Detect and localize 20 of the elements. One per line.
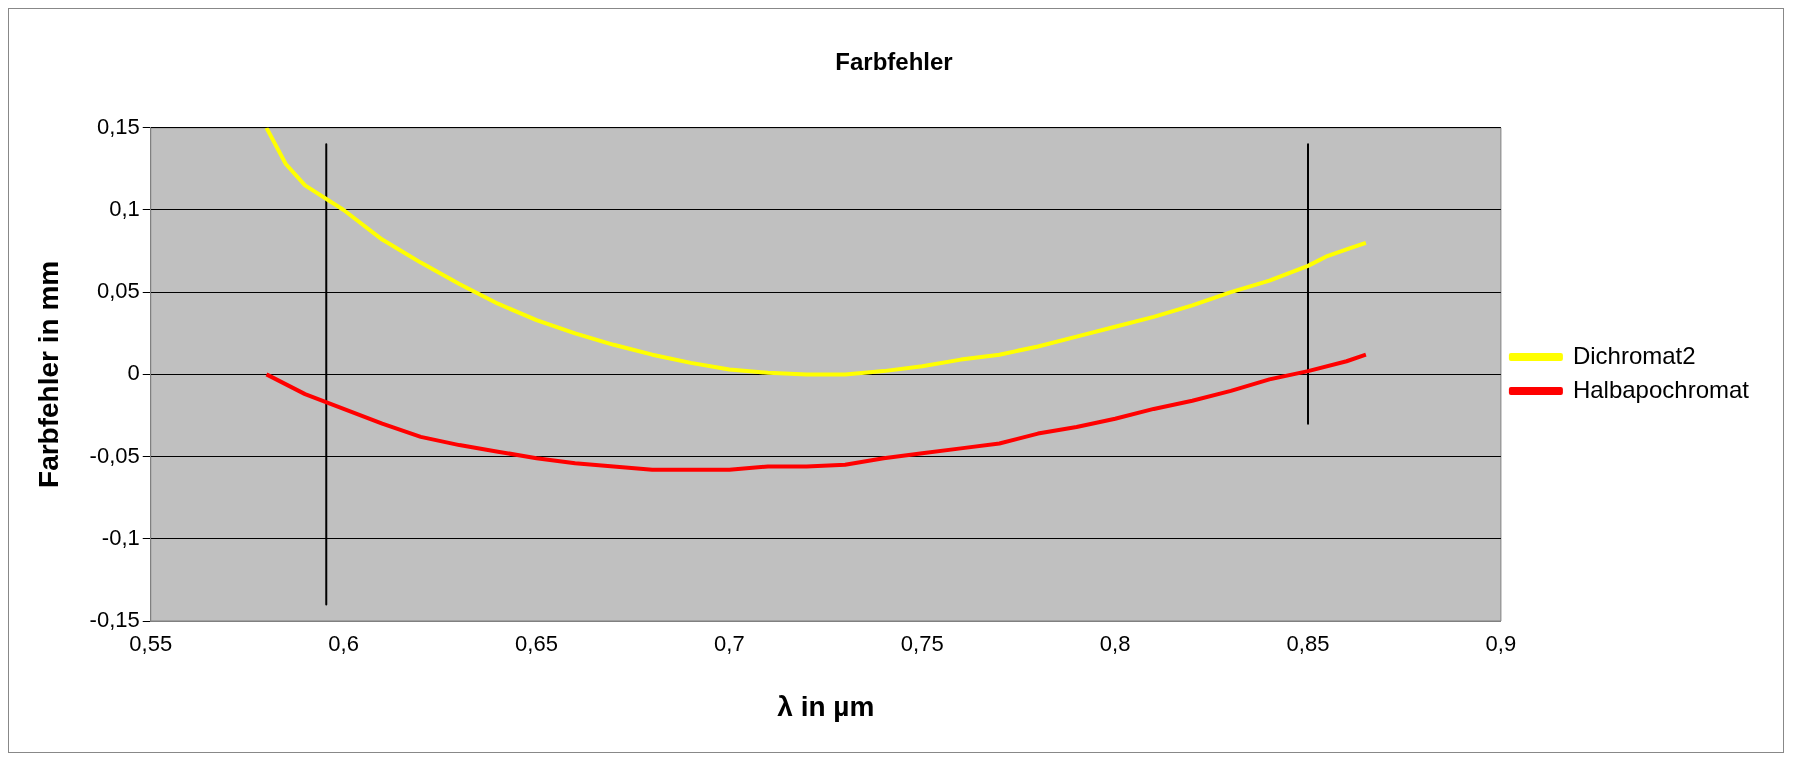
y-tick-label: -0,15 <box>89 607 140 633</box>
legend-label: Dichromat2 <box>1572 341 1696 369</box>
y-tick-label: -0,1 <box>101 524 140 550</box>
y-tick-label: -0,05 <box>89 442 140 468</box>
x-tick-label: 0,6 <box>328 631 359 657</box>
y-tick-label: 0,05 <box>96 278 140 304</box>
x-tick-label: 0,55 <box>129 631 173 657</box>
y-axis-title: Farbfehler in mm <box>32 260 64 488</box>
x-tick-label: 0,65 <box>515 631 558 657</box>
y-tick-label: 0,1 <box>109 196 140 222</box>
x-tick-label: 0,9 <box>1485 631 1517 657</box>
chart-title: Farbfehler <box>835 48 953 76</box>
x-tick-label: 0,7 <box>714 631 745 657</box>
x-tick-label: 0,8 <box>1099 631 1131 657</box>
x-tick-label: 0,75 <box>900 631 944 657</box>
x-tick-label: 0,85 <box>1286 631 1330 657</box>
x-axis-title: λ in µm <box>777 690 875 722</box>
y-tick-label: 0 <box>127 360 140 386</box>
y-tick-label: 0,15 <box>96 113 140 139</box>
legend-label: Halbapochromat <box>1572 375 1750 403</box>
